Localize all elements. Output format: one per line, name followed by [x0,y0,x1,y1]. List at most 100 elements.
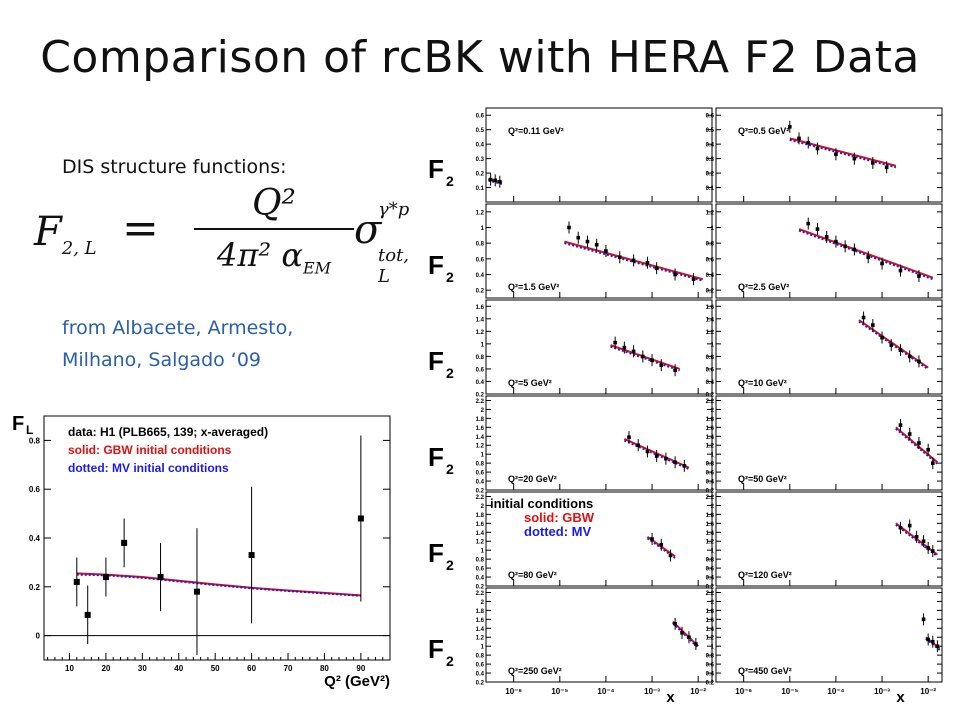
f2-ytick-label: 1.2 [476,636,485,642]
f2-data-point [622,345,627,350]
f2-data-point [659,363,664,367]
f2-data-point [871,161,875,165]
fl-xtick-label: 50 [211,664,220,673]
f2-data-point [815,227,820,231]
formula-sigma: σ γ*p tot, L [354,199,409,287]
slide-title: Comparison of rcBK with HERA F2 Data [40,32,920,83]
f2-data-point [880,335,884,340]
f2-row-label: F [428,250,444,280]
fl-data-point [193,588,200,595]
f2-ytick-label: 1.4 [706,435,715,441]
f2-gbw-curve [895,426,939,464]
f2-ytick-label: 1.2 [476,210,485,216]
f2-ytick-label: 0.5 [476,128,485,134]
f2-ytick-label: 0.1 [706,186,715,192]
f2-data-point [907,354,912,359]
f2-ytick-label: 0.4 [476,143,485,149]
f2-ytick-label: 0.4 [706,672,715,678]
f2-panel-frame [485,395,713,491]
f2-ytick-label: 0.8 [476,558,485,564]
fl-xtick-label: 20 [101,664,110,673]
f2-data-point [926,546,930,550]
f2-xtick-label: 10⁻⁶ [735,687,752,696]
f2-data-point [861,315,866,320]
f2-ytick-label: 0.6 [476,663,485,669]
f2-panel-frame [485,203,713,299]
f2-data-point [631,349,636,354]
f2-ytick-label: 2 [481,408,485,414]
fl-ylabel: F [12,413,24,435]
f2-ytick-label: 0.2 [706,681,715,687]
f2-row-label-sub: 2 [446,365,454,381]
f2-data-point [907,523,912,528]
f2-panel-label: Q²=1.5 GeV² [508,282,559,292]
fl-ytick-label: 0.2 [29,583,41,592]
fl-xlabel: Q² (GeV²) [324,673,390,690]
f2-ytick-label: 0.4 [476,576,485,582]
f2-ytick-label: 1.6 [476,305,485,311]
f2-data-point [884,165,889,170]
fl-ytick-label: 0 [36,632,41,641]
f2-panel-label: Q²=10 GeV² [738,378,787,388]
f2-ytick-label: 1 [711,342,715,348]
f2-ytick-label: 1.8 [706,609,715,615]
f2-ytick-label: 0.8 [706,654,715,660]
f2-data-point [917,359,921,364]
formula-denominator: 4π² αEM [194,236,354,277]
f2-ytick-label: 0.2 [476,172,485,178]
f2-data-point [687,635,691,640]
f2-panel-label: Q²=250 GeV² [508,666,562,676]
f2-data-point [871,323,875,327]
f2-data-point [852,247,857,252]
f2-ytick-label: 1.6 [706,522,715,528]
f2-ytick-label: 0.6 [706,367,715,373]
f2-panel-label: Q²=50 GeV² [738,474,787,484]
f2-data-point [604,249,608,253]
f2-ytick-label: 1 [481,226,485,232]
f2-panel-label: Q²=0.5 GeV² [738,126,789,136]
f2-data-point [843,244,847,249]
f2-ytick-label: 0.8 [476,355,485,361]
f2-data-point [576,235,581,240]
f2-gbw-curve [858,319,929,369]
f2-ytick-label: 0.4 [476,672,485,678]
f2-formula: F2, L = Q² 4π² αEM σ γ*p tot, L [34,183,424,287]
formula-sigma-sup: γ*p [378,199,410,220]
f2-data-point [815,146,820,151]
f2-data-point [926,447,930,452]
f2-mv-curve [672,622,699,649]
f2-panel-frame [715,107,943,203]
f2-xtick-label: 10⁻² [920,687,936,696]
f2-row-label-sub: 2 [446,557,454,573]
f2-ytick-label: 1.2 [706,444,715,450]
fl-legend-entry: dotted: MV initial conditions [68,461,229,475]
f2-ytick-label: 0.4 [706,380,715,386]
f2-ytick-label: 0.2 [476,289,485,295]
fl-xtick-label: 60 [247,664,256,673]
f2-data-point [673,622,677,626]
fl-legend-entry: data: H1 (PLB665, 139; x-averaged) [68,425,268,439]
f2-row-label-sub: 2 [446,173,454,189]
f2-data-point [914,534,919,539]
fl-chart: 0 0.2 0.4 0.6 0.8 10 20 30 40 50 60 70 80 90 F L Q² (GeV… [12,413,391,690]
f2-panel-frame [485,587,713,683]
f2-data-point [824,235,829,239]
f2-ytick-label: 2 [481,600,485,606]
f2-ytick-label: 0.5 [706,128,715,134]
f2-ytick-label: 1.8 [476,417,485,423]
f2-ytick-label: 1.4 [706,531,715,537]
f2-ytick-label: 1.2 [476,444,485,450]
f2-data-point [498,179,502,184]
f2-xtick-label: 10⁻⁴ [827,687,844,696]
f2-annotation-mv: dotted: MV [524,524,591,539]
f2-mv-curve [789,138,897,169]
source-line-2: Milhano, Salgado ‘09 [62,349,262,371]
f2-ytick-label: 2.2 [706,591,715,597]
f2-data-point [806,140,811,145]
f2-row-label-sub: 2 [446,653,454,669]
f2-ytick-label: 0.8 [706,462,715,468]
fl-xtick-label: 80 [320,664,329,673]
formula-denominator-sub: EM [302,258,332,278]
f2-ytick-label: 1.6 [476,522,485,528]
fl-ytick-label: 0.6 [29,485,41,494]
